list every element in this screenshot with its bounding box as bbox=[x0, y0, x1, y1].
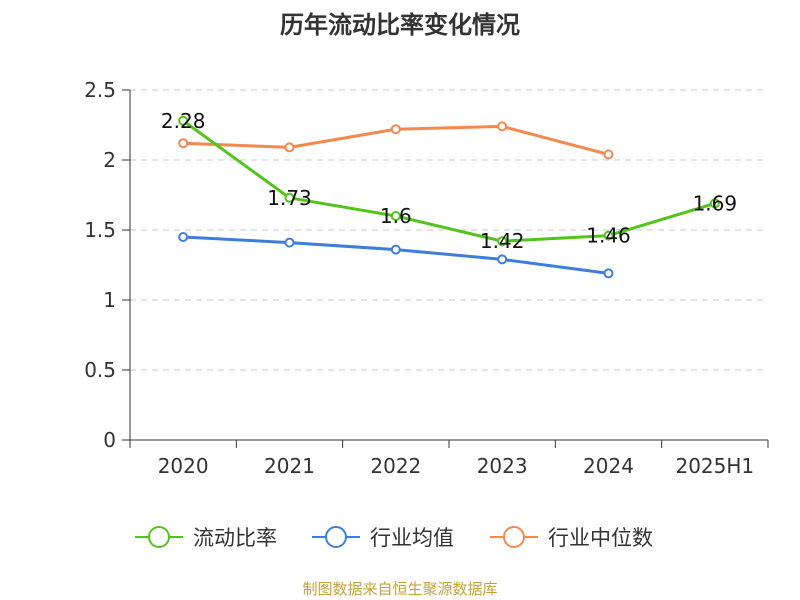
legend-item[interactable]: 行业中位数 bbox=[490, 526, 653, 550]
y-tick-label: 2 bbox=[103, 148, 116, 172]
x-tick-label: 2024 bbox=[583, 454, 634, 478]
data-point[interactable] bbox=[178, 232, 189, 242]
x-tick-label: 2021 bbox=[264, 454, 315, 478]
chart-title: 历年流动比率变化情况 bbox=[280, 11, 520, 39]
x-tick-label: 2025H1 bbox=[675, 454, 754, 478]
legend-marker bbox=[503, 526, 525, 548]
series-line-2 bbox=[183, 235, 609, 275]
y-tick-label: 2.5 bbox=[84, 78, 116, 102]
data-point[interactable] bbox=[603, 230, 614, 241]
series-lines bbox=[182, 119, 716, 275]
data-point[interactable] bbox=[603, 268, 614, 279]
legend-item[interactable]: 行业均值 bbox=[312, 526, 454, 550]
data-point[interactable] bbox=[284, 192, 295, 203]
data-point[interactable] bbox=[497, 121, 508, 132]
data-point[interactable] bbox=[178, 138, 189, 149]
data-point[interactable] bbox=[284, 142, 295, 153]
data-point[interactable] bbox=[390, 211, 401, 221]
data-label: 2.28 bbox=[161, 109, 206, 133]
data-label: 1.73 bbox=[267, 186, 312, 210]
legend-label: 流动比率 bbox=[193, 526, 277, 550]
legend-marker bbox=[148, 526, 170, 548]
data-point[interactable] bbox=[390, 124, 401, 135]
data-point[interactable] bbox=[709, 198, 720, 209]
data-label: 1.6 bbox=[380, 204, 412, 228]
data-point[interactable] bbox=[390, 244, 401, 255]
data-point[interactable] bbox=[178, 115, 189, 126]
y-tick-label: 1 bbox=[103, 288, 116, 312]
legend-item[interactable]: 流动比率 bbox=[135, 526, 277, 550]
legend-label: 行业均值 bbox=[370, 526, 454, 550]
x-tick-label: 2020 bbox=[158, 454, 209, 478]
y-tick-label: 1.5 bbox=[84, 218, 116, 242]
data-label: 1.46 bbox=[586, 224, 631, 248]
series-points bbox=[178, 115, 720, 279]
legend[interactable]: 流动比率 行业均值 行业中位数 bbox=[135, 526, 653, 550]
data-label: 1.69 bbox=[693, 191, 738, 215]
data-point[interactable] bbox=[603, 149, 614, 160]
data-point[interactable] bbox=[497, 254, 508, 265]
series-line-1 bbox=[182, 119, 716, 243]
x-tick-label: 2022 bbox=[370, 454, 421, 478]
axes: 0 0.5 1 1.5 2 2.5 2020 2021 2022 2023 2024 2025H1 bbox=[84, 78, 769, 478]
source-note: 制图数据来自恒生聚源数据库 bbox=[302, 580, 497, 598]
data-labels: 2.28 1.73 1.6 1.42 1.46 1.69 bbox=[161, 109, 737, 253]
legend-label: 行业中位数 bbox=[548, 526, 653, 550]
y-tick-label: 0.5 bbox=[84, 358, 116, 382]
data-point[interactable] bbox=[284, 237, 295, 248]
x-tick-label: 2023 bbox=[477, 454, 528, 478]
legend-marker bbox=[325, 526, 347, 548]
data-label: 1.42 bbox=[480, 229, 525, 253]
y-tick-label: 0 bbox=[103, 428, 116, 452]
data-point[interactable] bbox=[497, 236, 508, 247]
